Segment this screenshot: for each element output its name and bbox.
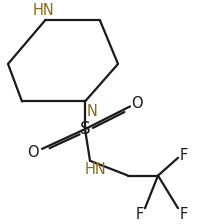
Text: HN: HN (85, 162, 106, 177)
Text: S: S (79, 120, 90, 138)
Text: F: F (179, 148, 187, 163)
Text: F: F (179, 207, 187, 222)
Text: O: O (27, 145, 39, 160)
Text: N: N (86, 104, 97, 119)
Text: F: F (135, 207, 143, 222)
Text: HN: HN (33, 4, 55, 19)
Text: O: O (131, 96, 142, 111)
